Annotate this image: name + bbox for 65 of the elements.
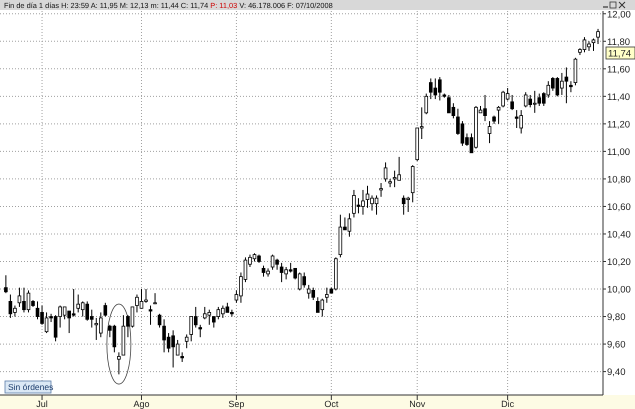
annotation: Sin órdenes <box>8 382 54 392</box>
y-tick-label: 9,60 <box>607 340 626 351</box>
x-tick-label: Nov <box>409 399 426 409</box>
candlestick <box>510 94 514 111</box>
candlestick <box>207 309 212 326</box>
candlestick <box>184 334 188 349</box>
y-tick-label: 11,20 <box>607 119 630 130</box>
x-tick-label: Ago <box>133 399 150 409</box>
candlestick <box>592 38 596 52</box>
candlestick <box>198 324 202 338</box>
candlestick <box>189 316 194 342</box>
candlestick <box>496 105 500 124</box>
candlestick <box>519 110 523 134</box>
x-tick-label: Jul <box>36 399 48 409</box>
y-tick-label: 10,20 <box>607 256 631 268</box>
candlestick <box>85 300 90 322</box>
candlestick <box>488 120 492 144</box>
text: 11,74 <box>608 48 632 60</box>
y-tick-label: 11,00 <box>607 146 630 158</box>
candlestick <box>528 94 532 108</box>
candlestick <box>8 294 12 318</box>
y-tick-label: 11,40 <box>607 92 630 103</box>
y-tick-label: 10,40 <box>607 229 631 240</box>
candlestick <box>158 313 162 328</box>
candlestick <box>302 272 306 288</box>
x-tick-label: Oct <box>324 399 339 409</box>
candlestick <box>72 288 76 318</box>
y-tick-label: 10,60 <box>607 202 631 213</box>
candlestick <box>406 196 410 212</box>
candlestick <box>4 274 8 294</box>
candlestick <box>384 162 388 182</box>
candlestick <box>428 78 433 100</box>
y-tick-label: 9,40 <box>607 367 626 378</box>
y-tick-label: 11,80 <box>607 36 630 48</box>
x-tick-label: Dic <box>501 399 515 409</box>
y-tick-label: 11,60 <box>607 64 630 76</box>
y-tick-label: 10,00 <box>607 284 631 296</box>
candlestick <box>397 156 401 181</box>
y-tick-label: 12,00 <box>607 9 631 20</box>
candlestick <box>202 306 207 320</box>
candlestick <box>311 287 316 301</box>
candlestick <box>596 28 600 45</box>
candlestick <box>574 57 578 86</box>
candlestick <box>424 93 428 115</box>
y-tick-label: 10,80 <box>607 174 631 186</box>
candlestick <box>325 287 329 304</box>
candlestick <box>80 300 85 318</box>
candlestick <box>94 317 98 340</box>
candlestick <box>148 305 152 326</box>
candlestick <box>524 92 528 108</box>
candlestick <box>275 258 279 270</box>
candlestick <box>117 352 121 375</box>
candlestick <box>379 182 383 198</box>
candlestick <box>537 93 542 106</box>
candlestick <box>316 296 320 313</box>
candlestick <box>320 298 324 318</box>
candlestick <box>569 80 573 93</box>
y-tick-label: 9,80 <box>607 312 626 324</box>
candlestick <box>176 339 180 356</box>
candlestick <box>532 90 537 114</box>
candlestick <box>306 284 311 300</box>
candlestick <box>180 352 184 362</box>
candlestick <box>104 302 108 318</box>
x-tick-label: Sep <box>228 399 244 409</box>
candlestick <box>447 94 451 114</box>
